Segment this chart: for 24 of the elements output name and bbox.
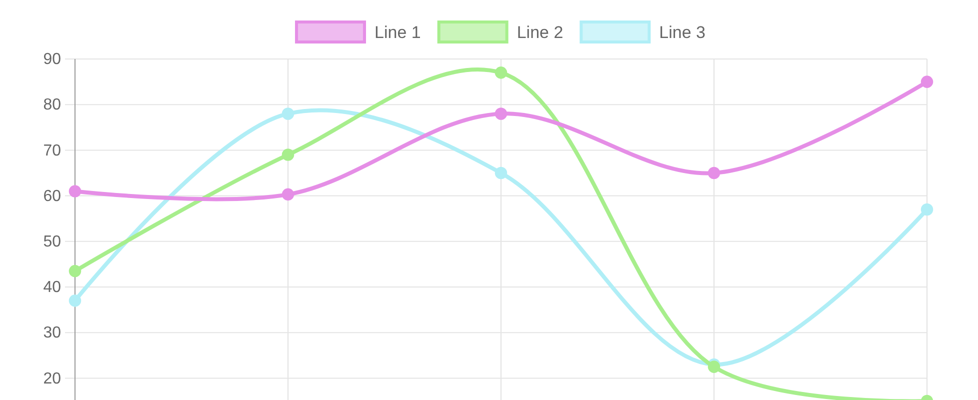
y-tick-label: 60 bbox=[43, 188, 62, 205]
point bbox=[282, 188, 294, 201]
point bbox=[494, 166, 508, 180]
point bbox=[920, 76, 934, 88]
point bbox=[494, 66, 508, 79]
y-tick-label: 30 bbox=[43, 324, 62, 342]
y-tick-label: 20 bbox=[43, 370, 62, 388]
point bbox=[494, 108, 508, 120]
point bbox=[68, 185, 82, 198]
y-tick-label: 40 bbox=[43, 279, 62, 296]
legend-label: Line 1 bbox=[374, 23, 421, 42]
point bbox=[282, 108, 294, 120]
point bbox=[708, 166, 720, 180]
point bbox=[282, 148, 294, 161]
legend-label: Line 2 bbox=[516, 23, 564, 42]
point bbox=[708, 360, 720, 373]
y-tick-label: 90 bbox=[43, 51, 62, 68]
y-tick-label: 80 bbox=[43, 96, 62, 114]
legend-label: Line 3 bbox=[659, 23, 706, 42]
point bbox=[68, 264, 82, 278]
y-tick-label: 70 bbox=[43, 142, 62, 160]
point bbox=[68, 294, 82, 307]
y-tick-label: 50 bbox=[43, 234, 62, 251]
point bbox=[920, 203, 934, 216]
